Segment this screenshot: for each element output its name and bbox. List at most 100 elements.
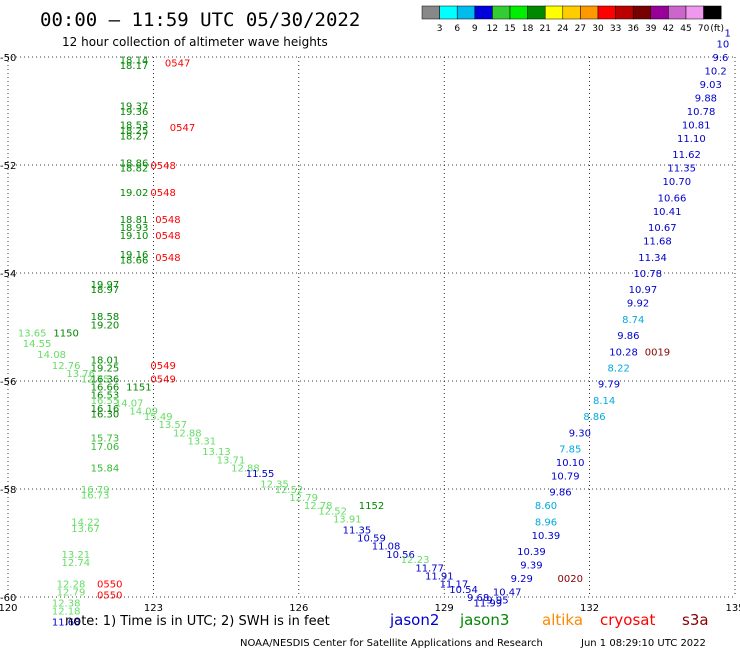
scale-label: 24 [557, 24, 569, 34]
wave-height-label: 11.62 [672, 150, 701, 161]
scale-label: 15 [504, 24, 515, 34]
wave-height-label: 18.25 [120, 126, 149, 137]
y-tick-label: -52 [0, 161, 16, 172]
scale-swatch [668, 5, 687, 20]
wave-height-label: 9.88 [695, 94, 717, 105]
wave-height-label: 18.01 [91, 355, 120, 366]
scale-swatch [456, 5, 476, 20]
wave-height-label: 12.78 [304, 501, 333, 512]
chart-title: 00:00 — 11:59 UTC 05/30/2022 [40, 9, 360, 31]
wave-height-label: 10.39 [532, 531, 561, 542]
wave-height-label: 9.30 [569, 428, 591, 439]
wave-height-label: 18.93 [120, 223, 149, 234]
wave-height-label: 16.79 [81, 485, 110, 496]
wave-height-label: 8.60 [535, 501, 557, 512]
footer-timestamp: Jun 1 08:29:10 UTC 2022 [580, 638, 706, 649]
y-tick-label: -58 [0, 485, 16, 496]
pass-time-label: 0548 [155, 231, 180, 242]
wave-height-label: 9.6 [713, 53, 729, 64]
wave-height-label: 19.10 [120, 231, 149, 242]
wave-height-label: 17.06 [91, 442, 120, 453]
scale-swatch [421, 5, 440, 20]
wave-height-label: 16.53 [91, 391, 120, 402]
wave-height-label: 8.22 [608, 364, 630, 375]
scale-label: 30 [592, 24, 604, 34]
pass-time-label: 0549 [150, 361, 175, 372]
wave-height-label: 19.36 [120, 107, 149, 118]
scale-label: 18 [522, 24, 534, 34]
x-tick-label: 120 [0, 603, 18, 614]
wave-height-label: 10.47 [493, 588, 522, 599]
scale-swatch [597, 5, 616, 20]
wave-height-label: 8.96 [535, 517, 557, 528]
wave-height-label: 9.03 [700, 80, 722, 91]
wave-height-label: 18.66 [120, 256, 149, 267]
wave-height-label: 19.97 [91, 280, 120, 291]
wave-height-label: 12.35 [260, 480, 289, 491]
wave-height-label: 19.16 [120, 250, 149, 261]
pass-time-label: 0548 [150, 188, 175, 199]
legend-note: note: 1) Time is in UTC; 2) SWH is in fe… [65, 614, 330, 629]
scale-label: 70 [698, 24, 710, 34]
wave-height-label: 10.79 [551, 472, 580, 483]
wave-height-label: 8.74 [622, 315, 644, 326]
x-tick-label: 132 [580, 603, 599, 614]
wave-height-label: 10.2 [704, 67, 726, 78]
wave-height-label: 9.68 [467, 593, 489, 604]
wave-height-label: 13.21 [62, 550, 91, 561]
wave-height-label: 12.52 [275, 485, 304, 496]
pass-time-label: 0547 [170, 123, 195, 134]
wave-height-label: 14.22 [71, 517, 100, 528]
wave-height-label: 11.35 [343, 526, 372, 537]
wave-height-label: 18.27 [120, 131, 149, 142]
pass-time-label: 0550 [97, 580, 122, 591]
wave-height-label: 10.70 [663, 177, 692, 188]
wave-height-label: 9.86 [617, 331, 639, 342]
wave-height-label: 12.38 [52, 598, 81, 609]
chart-subtitle: 12 hour collection of altimeter wave hei… [62, 35, 328, 49]
wave-height-label: 12.76 [52, 361, 81, 372]
wave-height-label: 11.99 [473, 598, 502, 609]
mission-label-s3a: s3a [682, 611, 709, 629]
wave-height-label: 19.20 [91, 320, 120, 331]
pass-time-label: 1150 [53, 328, 78, 339]
wave-height-label: 11.17 [440, 580, 469, 591]
wave-height-label: 15.84 [91, 463, 120, 474]
wave-height-label: 12.23 [401, 555, 430, 566]
wave-height-label: 19.25 [91, 364, 120, 375]
wave-height-label: 10.66 [658, 193, 687, 204]
wave-height-label: 14.55 [23, 339, 52, 350]
wave-height-label: 10 [717, 40, 730, 51]
wave-height-label: 12.74 [62, 558, 91, 569]
scale-label: 6 [454, 24, 460, 34]
wave-height-label: 14.08 [37, 350, 66, 361]
wave-height-label: 11.35 [667, 164, 696, 175]
scale-swatch [439, 5, 458, 20]
scale-swatch [685, 5, 704, 20]
wave-height-label: 19.02 [120, 188, 149, 199]
wave-height-label: 16.16 [91, 404, 120, 415]
wave-height-label: 13.31 [188, 436, 217, 447]
wave-height-label: 9.86 [549, 488, 571, 499]
y-tick-label: -50 [0, 53, 16, 64]
wave-height-label: 9.92 [627, 299, 649, 310]
scale-swatch [492, 5, 511, 20]
wave-height-label: 13.65 [18, 328, 47, 339]
scale-label: 39 [645, 24, 657, 34]
wave-height-label: 8.86 [583, 412, 605, 423]
pass-time-label: 0020 [557, 574, 582, 585]
pass-time-label: 0548 [150, 161, 175, 172]
wave-height-label: 13.76 [66, 369, 95, 380]
scale-label: 21 [539, 24, 550, 34]
y-tick-label: -60 [0, 593, 16, 604]
wave-height-label: 18.82 [120, 164, 149, 175]
scale-swatch [703, 5, 722, 20]
x-tick-label: 126 [289, 603, 308, 614]
scale-swatch [509, 5, 528, 20]
pass-time-label: 0549 [150, 374, 175, 385]
wave-height-label: 9.79 [598, 380, 620, 391]
pass-time-label: 0550 [97, 590, 122, 601]
wave-height-label: 10.97 [629, 285, 658, 296]
wave-height-label: 12.79 [289, 493, 318, 504]
wave-height-label: 18.97 [91, 285, 120, 296]
